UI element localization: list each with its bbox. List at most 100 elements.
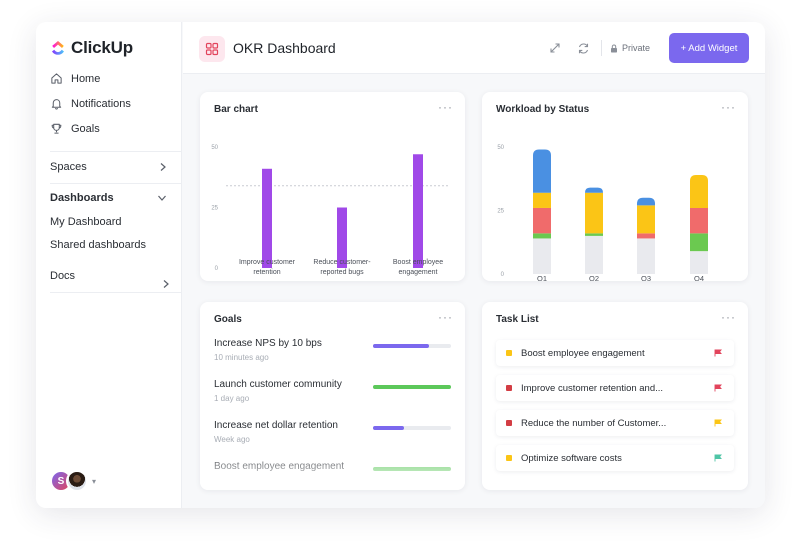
task-row[interactable]: Improve customer retention and... — [496, 375, 734, 401]
sidebar-item-label: Home — [71, 72, 101, 85]
sidebar-divider — [50, 183, 181, 184]
goal-row[interactable]: Increase net dollar retention Week ago — [214, 420, 451, 444]
bar-chart: 0 25 50 Improve customer retention Reduce cus… — [211, 145, 450, 276]
app-window: ClickUp Home Notifications Goals Spaces … — [36, 22, 765, 508]
fade-overlay — [200, 460, 465, 490]
header-divider — [601, 40, 602, 56]
task-row[interactable]: Boost employee engagement — [496, 340, 734, 366]
stack-segment — [533, 233, 551, 239]
goal-row[interactable]: Increase NPS by 10 bps 10 minutes ago — [214, 338, 451, 362]
sidebar-section-dashboards[interactable]: Dashboards — [50, 192, 181, 204]
x-tick-label: Q2 — [589, 274, 599, 281]
task-status-indicator[interactable] — [506, 420, 512, 426]
trophy-icon — [51, 123, 62, 134]
sidebar-section-spaces[interactable]: Spaces — [50, 161, 181, 173]
sidebar-section-docs[interactable]: Docs — [50, 270, 181, 282]
stack-segment-base — [690, 251, 708, 274]
stack-segment — [637, 197, 655, 206]
refresh-icon[interactable] — [575, 40, 591, 56]
x-tick-label: retention — [253, 269, 280, 276]
stack-segment — [690, 233, 708, 252]
task-status-indicator[interactable] — [506, 385, 512, 391]
flag-icon[interactable] — [714, 349, 722, 357]
more-options-icon[interactable]: ··· — [438, 310, 453, 324]
stack-segment-base — [637, 238, 655, 274]
more-options-icon[interactable]: ··· — [721, 310, 736, 324]
section-label: Dashboards — [50, 192, 114, 204]
sidebar-divider — [50, 292, 181, 293]
stack-segment — [533, 207, 551, 234]
header: OKR Dashboard Private + Add Widget — [183, 22, 765, 74]
goal-name: Launch customer community — [214, 379, 342, 390]
goal-progress-fill — [373, 426, 405, 430]
task-status-indicator[interactable] — [506, 350, 512, 356]
x-tick-label: Improve customer — [239, 259, 296, 266]
avatar-photo — [66, 470, 88, 492]
chevron-right-icon — [160, 163, 166, 171]
sidebar-item-my-dashboard[interactable]: My Dashboard — [50, 216, 122, 228]
goal-progress-fill — [373, 385, 451, 389]
expand-icon[interactable] — [547, 40, 563, 56]
flag-icon[interactable] — [714, 419, 722, 427]
x-tick-label: reported bugs — [320, 269, 364, 276]
lock-icon — [611, 43, 617, 52]
clickup-logo[interactable]: ClickUp — [50, 38, 133, 58]
chevron-down-icon — [158, 195, 166, 201]
sidebar-item-shared-dashboards[interactable]: Shared dashboards — [50, 239, 147, 251]
x-tick-label: Q4 — [694, 274, 704, 281]
task-list-widget: Task List ··· Boost employee engagement I… — [482, 302, 748, 490]
sidebar-divider — [50, 151, 181, 152]
goal-time: 1 day ago — [214, 394, 250, 403]
flag-icon[interactable] — [714, 384, 722, 392]
y-tick-label: 0 — [215, 266, 219, 272]
x-tick-label: engagement — [399, 269, 438, 276]
stack-segment — [690, 174, 708, 208]
add-widget-button[interactable]: + Add Widget — [669, 33, 749, 63]
sidebar-item-goals[interactable]: Goals — [50, 122, 100, 135]
user-menu[interactable]: S ▾ — [50, 470, 96, 492]
stack-segment — [637, 233, 655, 239]
section-label: Spaces — [50, 161, 87, 173]
goal-name: Increase NPS by 10 bps — [214, 338, 322, 349]
stacked-bar-chart: 0 25 50 Q1 Q2 Q3 Q4 — [497, 145, 708, 281]
sidebar-item-notifications[interactable]: Notifications — [50, 97, 131, 110]
x-tick-label: Boost employee — [393, 259, 443, 266]
goal-name: Increase net dollar retention — [214, 420, 338, 431]
task-status-indicator[interactable] — [506, 455, 512, 461]
y-tick-label: 0 — [501, 272, 505, 278]
goal-progress-fill — [373, 344, 430, 348]
goal-row[interactable]: Launch customer community 1 day ago — [214, 379, 451, 403]
task-row[interactable]: Reduce the number of Customer... — [496, 410, 734, 436]
more-options-icon[interactable]: ··· — [438, 100, 453, 114]
bar-chart-widget: Bar chart ··· 0 25 50 Improve customer reten… — [200, 92, 465, 281]
widget-title: Task List — [496, 314, 539, 325]
sidebar-item-label: Goals — [71, 122, 100, 135]
more-options-icon[interactable]: ··· — [721, 100, 736, 114]
flag-icon[interactable] — [714, 454, 722, 462]
widget-title: Workload by Status — [496, 104, 590, 115]
widget-title: Bar chart — [214, 104, 258, 115]
stack-segment-base — [585, 235, 603, 274]
clickup-logo-icon — [52, 41, 64, 55]
privacy-toggle[interactable]: Private — [610, 43, 650, 53]
workload-widget: Workload by Status ··· 0 25 50 Q1 Q2 Q3 Q4 — [482, 92, 748, 281]
private-label: Private — [622, 43, 651, 53]
stack-segment — [690, 207, 708, 234]
task-name: Improve customer retention and... — [521, 382, 664, 394]
goal-progress-bar — [373, 385, 451, 389]
x-tick-label: Q3 — [641, 274, 651, 281]
bar — [337, 207, 347, 268]
task-row[interactable]: Optimize software costs — [496, 445, 734, 471]
goal-progress-bar — [373, 344, 451, 348]
y-tick-label: 50 — [497, 145, 504, 151]
sidebar-item-home[interactable]: Home — [50, 72, 100, 85]
goal-time: 10 minutes ago — [214, 353, 269, 362]
sidebar: ClickUp Home Notifications Goals Spaces … — [36, 22, 182, 508]
stack-segment — [533, 192, 551, 208]
stack-segment — [533, 149, 551, 193]
x-tick-label: Reduce customer- — [313, 259, 371, 266]
chevron-down-icon: ▾ — [92, 476, 97, 486]
y-tick-label: 50 — [211, 145, 218, 151]
chevron-right-icon[interactable] — [162, 279, 170, 289]
sidebar-item-label: Notifications — [71, 97, 131, 110]
